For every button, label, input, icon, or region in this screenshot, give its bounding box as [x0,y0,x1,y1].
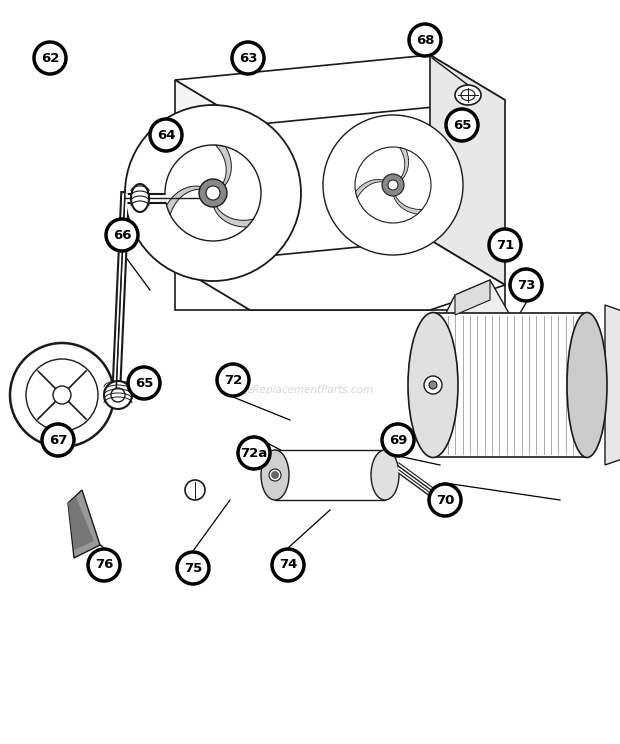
Ellipse shape [461,89,475,100]
Polygon shape [175,80,250,310]
Polygon shape [275,450,385,500]
Ellipse shape [567,312,607,458]
Ellipse shape [269,469,281,481]
Ellipse shape [261,450,289,500]
Ellipse shape [455,85,481,105]
Circle shape [489,229,521,261]
Text: 72: 72 [224,373,242,386]
Ellipse shape [131,184,149,212]
Ellipse shape [185,480,205,500]
Polygon shape [175,240,505,310]
Circle shape [177,552,209,584]
Text: 71: 71 [496,239,514,251]
Circle shape [34,42,66,74]
Polygon shape [216,145,231,187]
Text: 63: 63 [239,51,257,65]
Polygon shape [167,186,203,215]
Circle shape [199,179,227,207]
Circle shape [165,145,261,241]
Circle shape [446,109,478,141]
Text: 64: 64 [157,129,175,141]
Text: 76: 76 [95,559,113,571]
Ellipse shape [371,450,399,500]
Ellipse shape [104,381,132,409]
Text: eReplacementParts.com: eReplacementParts.com [246,385,374,395]
Text: 66: 66 [113,228,131,242]
Polygon shape [400,147,409,181]
Ellipse shape [111,388,125,402]
Polygon shape [433,313,587,457]
Text: 62: 62 [41,51,59,65]
Text: 65: 65 [453,118,471,132]
Ellipse shape [424,376,442,394]
Polygon shape [68,497,94,550]
Polygon shape [175,55,505,125]
Circle shape [382,174,404,196]
Polygon shape [68,490,100,558]
Ellipse shape [10,343,114,447]
Circle shape [429,484,461,516]
Circle shape [409,24,441,56]
Ellipse shape [408,312,458,458]
Ellipse shape [26,359,98,431]
Text: 69: 69 [389,434,407,446]
Circle shape [271,471,279,479]
Circle shape [128,367,160,399]
Polygon shape [175,240,505,310]
Polygon shape [213,205,253,227]
Polygon shape [393,194,422,214]
Circle shape [238,437,270,469]
Text: 72a: 72a [241,446,268,460]
Circle shape [323,115,463,255]
Ellipse shape [429,381,437,389]
Circle shape [272,549,304,581]
Polygon shape [356,179,385,198]
Polygon shape [430,55,505,285]
Circle shape [88,549,120,581]
Circle shape [150,119,182,151]
Circle shape [388,180,398,190]
Circle shape [53,386,71,404]
Circle shape [217,364,249,396]
Text: 75: 75 [184,562,202,574]
Text: 74: 74 [279,559,297,571]
Polygon shape [455,280,490,315]
Circle shape [106,219,138,251]
Circle shape [206,186,220,200]
Circle shape [232,42,264,74]
Text: 65: 65 [135,376,153,390]
Polygon shape [445,280,515,360]
Circle shape [510,269,542,301]
Circle shape [125,105,301,281]
Circle shape [42,424,74,456]
Polygon shape [605,305,620,465]
Circle shape [382,424,414,456]
Text: 70: 70 [436,493,454,507]
Text: 73: 73 [517,278,535,292]
Text: 67: 67 [49,434,67,446]
Circle shape [355,147,431,223]
Text: 68: 68 [416,33,434,47]
